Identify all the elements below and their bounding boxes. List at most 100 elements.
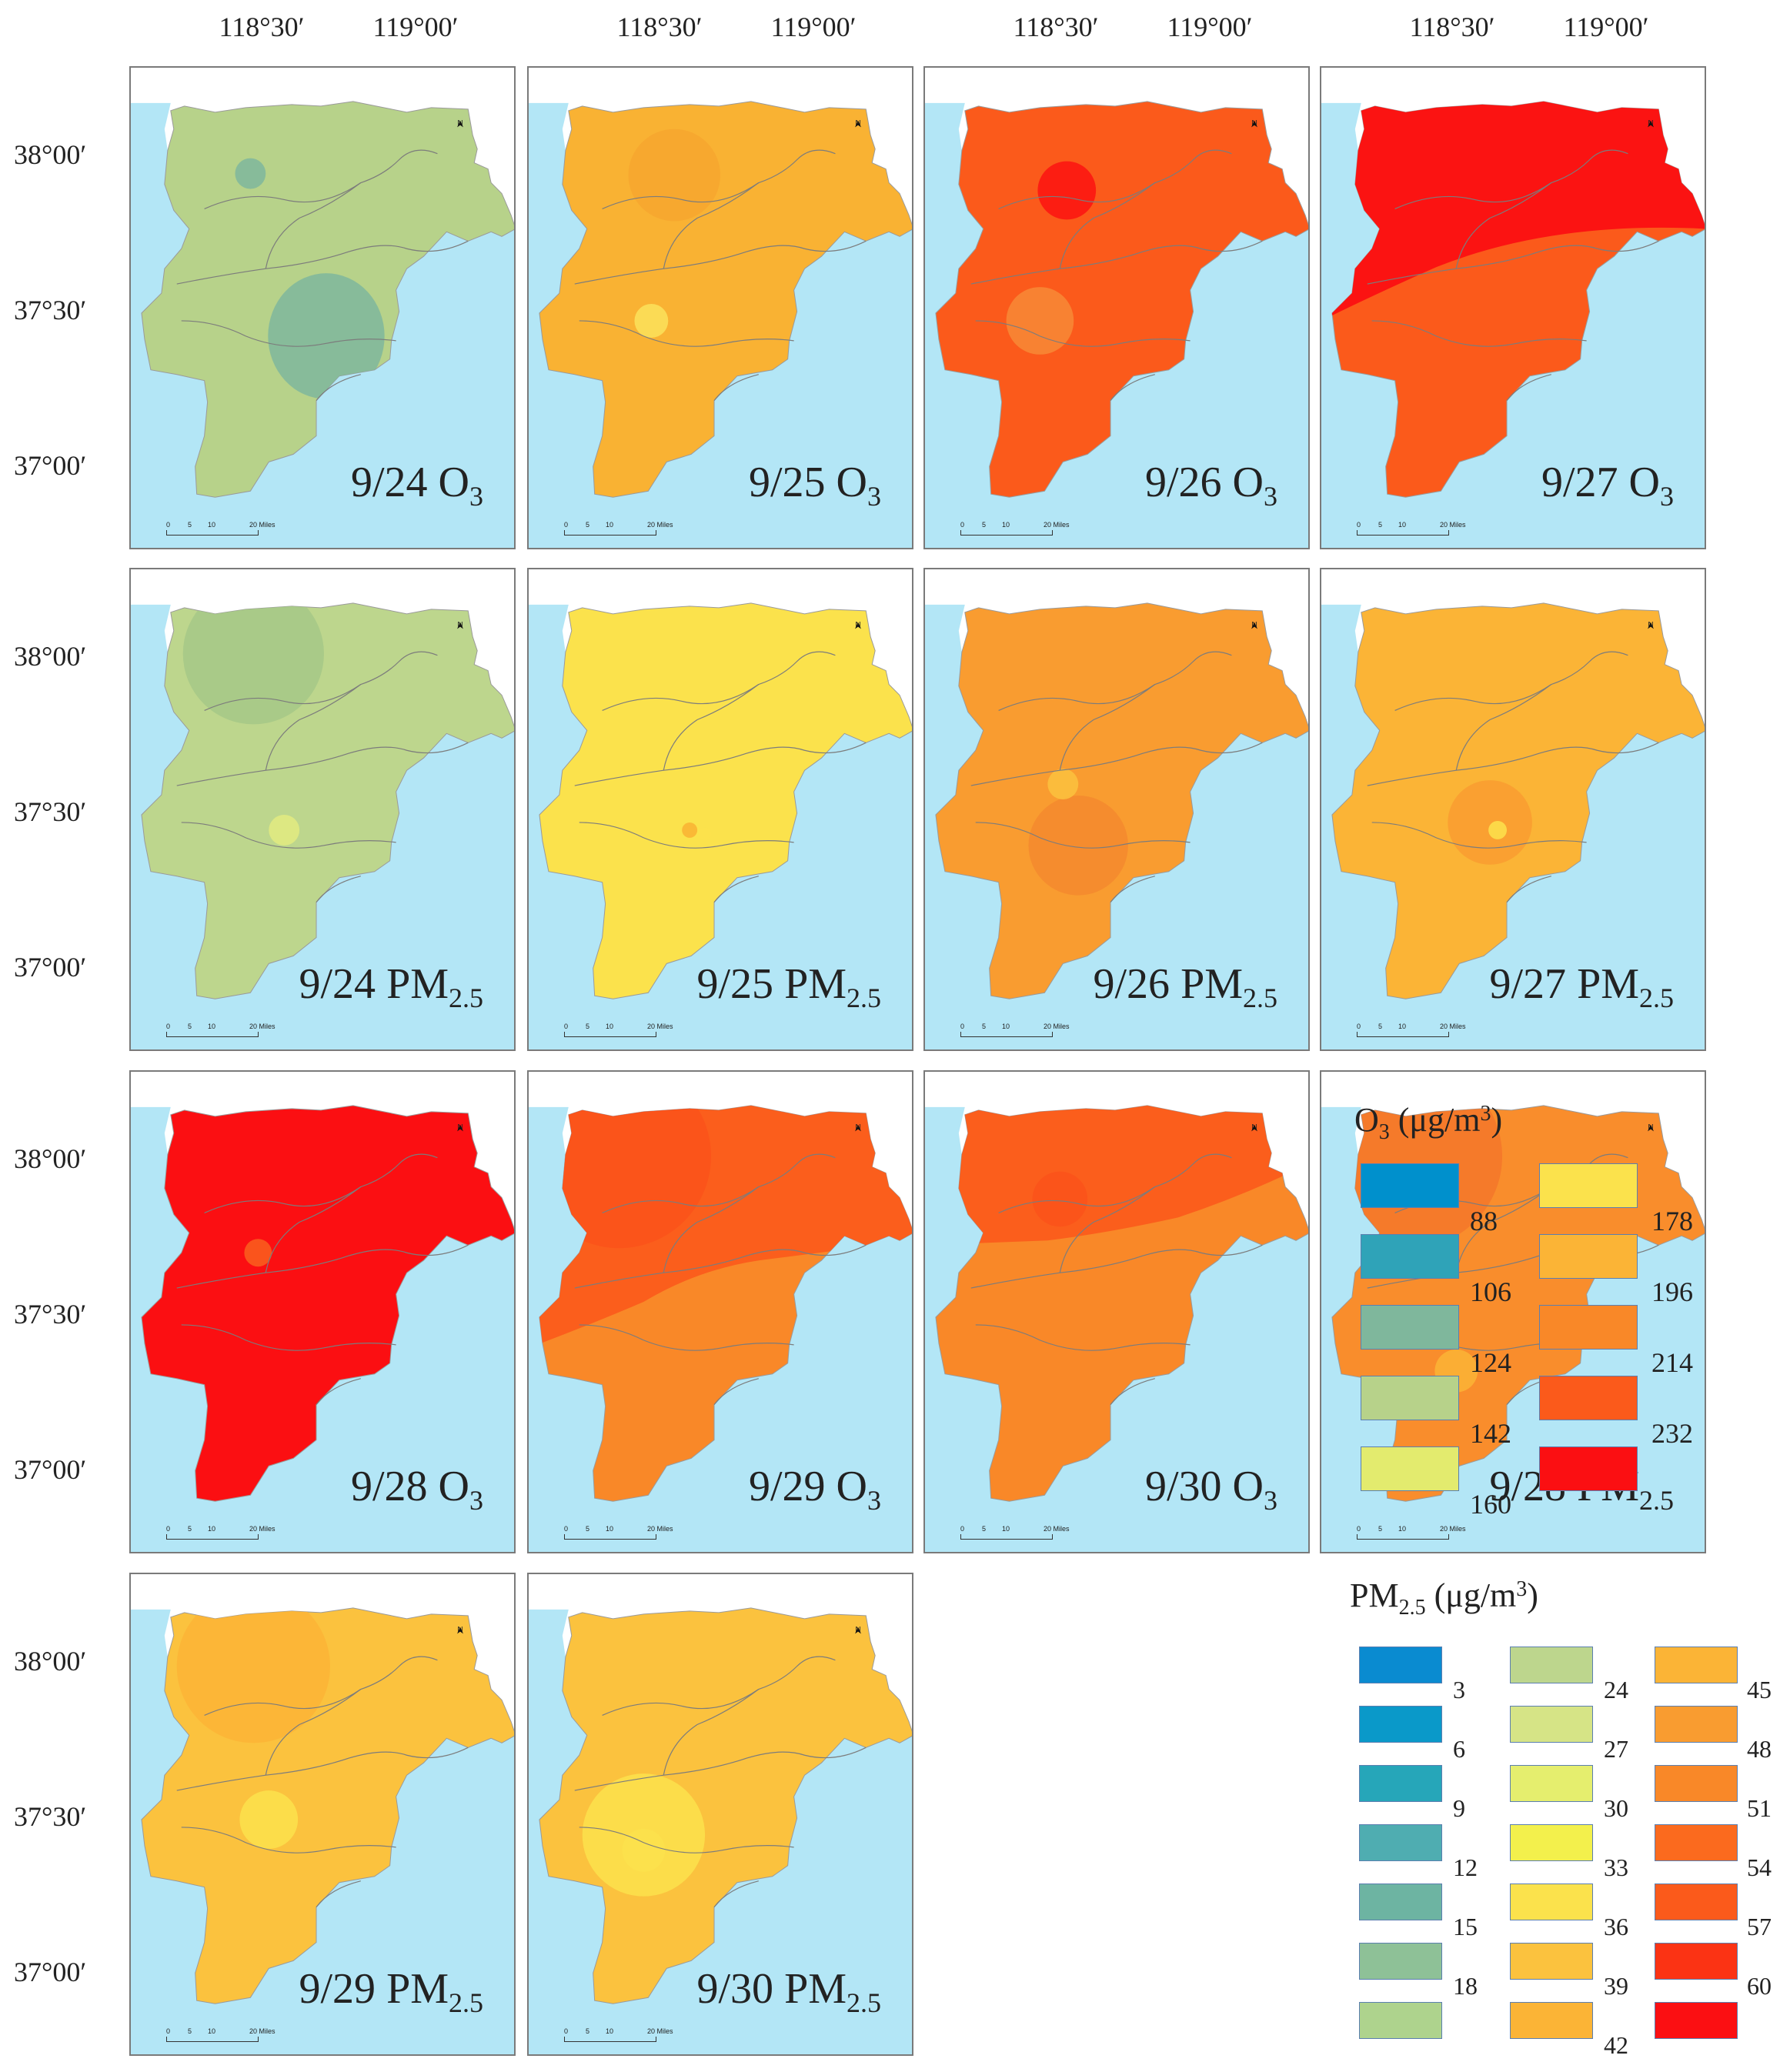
county-boundary (265, 182, 362, 269)
pm-legend-swatch (1655, 1765, 1738, 1802)
scale-ticks: 0 5 10 20 Miles (166, 521, 289, 530)
panel-label: 9/24 O3 (351, 458, 483, 512)
pm-legend-swatch (1359, 1883, 1442, 1920)
panel-label: 9/24 PM2.5 (299, 959, 484, 1014)
panel-label: 9/27 O3 (1541, 458, 1674, 512)
sea-area (131, 604, 171, 686)
map-svg (529, 602, 912, 1049)
legend-title-sup: 3 (1480, 1102, 1491, 1126)
scale-ticks: 0 5 10 20 Miles (564, 1525, 687, 1534)
panel-date: 9/26 (1144, 459, 1222, 506)
scale-tick-label: 10 (606, 521, 614, 529)
county-boundary (970, 1244, 1263, 1289)
sea-area (1321, 102, 1361, 185)
scale-ticks: 0 5 10 20 Miles (1357, 521, 1480, 530)
county-boundary (316, 1880, 361, 1907)
panel-date: 9/25 (748, 459, 826, 506)
county-boundary (204, 1656, 438, 1716)
scale-tick-label: 5 (982, 1525, 987, 1533)
concentration-zone (176, 1607, 330, 1743)
north-arrow-shape (855, 1124, 861, 1132)
map-panel: N 0 5 10 20 Miles 9/24 O3 (129, 66, 516, 549)
county-boundary (975, 320, 1191, 347)
scale-tick-label: 10 (208, 1023, 216, 1030)
scale-tick-label: 5 (1378, 1525, 1383, 1533)
scale-ticks: 0 5 10 20 Miles (1357, 1525, 1480, 1534)
pm-legend-swatch (1655, 1943, 1738, 1980)
panel-pollutant: PM (386, 1965, 449, 2013)
sea-area (131, 1690, 514, 2054)
scale-tick-label: 10 (208, 521, 216, 529)
sea-area (529, 1609, 569, 1691)
county-boundary (713, 1880, 759, 1907)
scale-tick-label: 20 Miles (249, 1023, 276, 1030)
panel-date: 9/27 (1489, 960, 1567, 1008)
scale-bar: 0 5 10 20 Miles (166, 2027, 289, 2042)
pm-legend-swatch (1510, 2002, 1593, 2039)
o3-legend-value: 178 (1651, 1206, 1693, 1236)
scale-ticks: 0 5 10 20 Miles (1357, 1023, 1480, 1032)
county-boundary (663, 1689, 760, 1776)
latitude-label: 37°00′ (14, 952, 87, 983)
county-boundary (663, 1186, 760, 1273)
county-boundary (663, 182, 760, 269)
scale-bar-line (166, 1032, 259, 1037)
o3-legend-value: 160 (1470, 1489, 1511, 1520)
pm-legend-value: 54 (1747, 1853, 1772, 1881)
scale-tick-label: 0 (166, 1525, 171, 1533)
scale-tick-label: 0 (564, 2027, 569, 2035)
legend-title-main: PM (1350, 1577, 1399, 1614)
concentration-zone (1331, 101, 1705, 321)
concentration-zone (622, 1828, 666, 1872)
scale-tick-label: 10 (1002, 1023, 1010, 1030)
pm-legend-value: 27 (1604, 1735, 1628, 1763)
scale-tick-label: 10 (1398, 521, 1407, 529)
north-arrow-shape (1251, 120, 1257, 128)
county-boundary (176, 240, 469, 285)
scale-tick-label: 5 (188, 2027, 192, 2035)
county-boundary (176, 1244, 469, 1289)
scale-ticks: 0 5 10 20 Miles (564, 2027, 687, 2037)
scale-tick-label: 20 Miles (647, 1023, 673, 1030)
map-panel: N 0 5 10 20 Miles 9/27 O3 (1320, 66, 1706, 549)
pm-legend-value: 51 (1747, 1794, 1772, 1822)
scale-bar-line (1357, 1032, 1449, 1037)
pm-legend-swatch (1510, 1943, 1593, 1980)
concentration-zone (269, 814, 300, 846)
panel-pollutant-subscript: 2.5 (847, 983, 881, 1013)
map-svg (1321, 101, 1705, 548)
scale-tick-label: 0 (1357, 1023, 1361, 1030)
pm-legend-swatch (1510, 1647, 1593, 1683)
north-arrow-shape (855, 1627, 861, 1634)
o3-legend-value: 106 (1470, 1276, 1511, 1307)
county-boundary (1367, 742, 1659, 786)
county-boundary (998, 651, 1232, 711)
sea-area (925, 1106, 965, 1189)
concentration-zone (1448, 780, 1532, 865)
north-arrow-icon: N (1244, 622, 1265, 629)
county-boundary (970, 742, 1263, 786)
county-boundary (1110, 876, 1155, 903)
county-boundary (204, 651, 438, 711)
latitude-label: 37°00′ (14, 450, 87, 481)
county-boundary (176, 1747, 469, 1791)
scale-ticks: 0 5 10 20 Miles (166, 2027, 289, 2037)
panel-pollutant: PM (1577, 960, 1639, 1008)
panel-date: 9/30 (1144, 1463, 1222, 1510)
concentration-zone (935, 1105, 1308, 1246)
map-panel: N 0 5 10 20 Miles 9/30 PM2.5 (527, 1573, 913, 2056)
scale-bar-line (564, 2037, 656, 2042)
panel-pollutant-subscript: 3 (867, 1485, 881, 1516)
scale-bar: 0 5 10 20 Miles (564, 1525, 687, 1540)
map-panel: N 0 5 10 20 Miles 9/27 PM2.5 (1320, 568, 1706, 1051)
pm-legend-swatch (1655, 1824, 1738, 1861)
county-boundary (316, 374, 361, 401)
map-panel: N 0 5 10 20 Miles 9/25 PM2.5 (527, 568, 913, 1051)
scale-tick-label: 5 (188, 1023, 192, 1030)
sea-area (1321, 1106, 1361, 1189)
scale-tick-label: 5 (586, 521, 590, 529)
county-boundary (1367, 240, 1659, 285)
county-boundary (579, 1324, 794, 1351)
scale-ticks: 0 5 10 20 Miles (564, 521, 687, 530)
county-boundary (316, 1378, 361, 1405)
